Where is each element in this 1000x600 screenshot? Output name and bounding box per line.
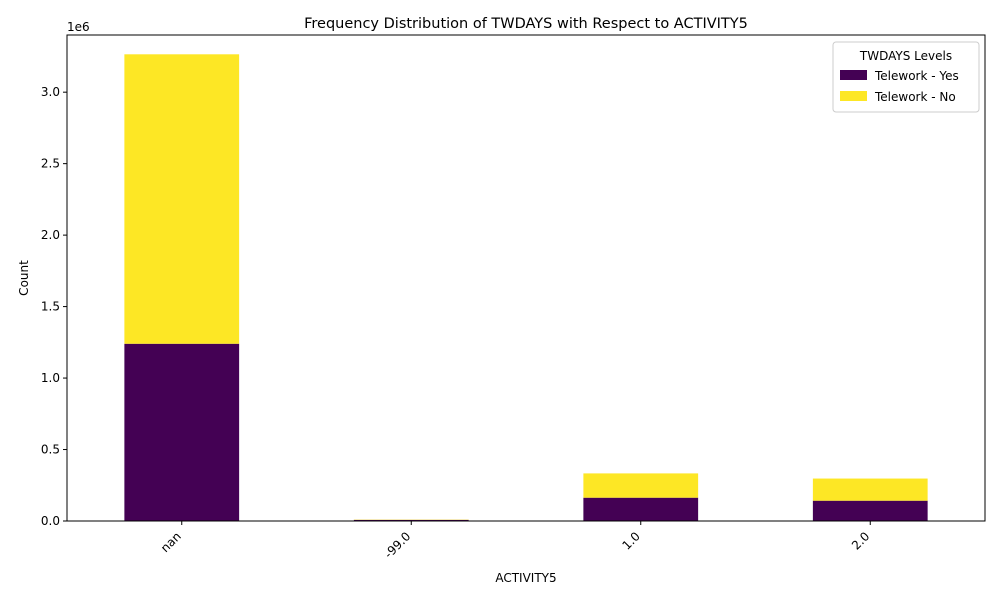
y-tick-label-3: 1.5 [41, 300, 60, 314]
legend-label-yes: Telework - Yes [874, 69, 959, 83]
y-tick-label-5: 2.5 [41, 157, 60, 171]
y-tick-label-2: 1.0 [41, 371, 60, 385]
y-offset-label: 1e6 [67, 20, 90, 34]
legend-swatch-yes [840, 70, 867, 80]
bar-yes-3 [812, 500, 928, 521]
legend: TWDAYS Levels Telework - Yes Telework - … [832, 41, 980, 113]
x-axis: nan -99.0 1.0 2.0 [158, 521, 872, 561]
x-tick-label-2: 1.0 [619, 529, 642, 552]
x-tick-label-0: nan [158, 529, 184, 555]
legend-swatch-no [840, 91, 867, 101]
legend-frame [832, 41, 980, 113]
x-tick-label-3: 2.0 [849, 529, 872, 552]
x-axis-label: ACTIVITY5 [495, 571, 556, 585]
bars [124, 54, 928, 521]
y-tick-label-1: 0.5 [41, 443, 60, 457]
y-axis-label: Count [17, 260, 31, 296]
bar-no-0 [124, 54, 240, 344]
legend-label-no: Telework - No [874, 90, 956, 104]
legend-title: TWDAYS Levels [859, 49, 952, 63]
y-tick-label-0: 0.0 [41, 514, 60, 528]
bar-no-3 [812, 478, 928, 501]
bar-no-2 [583, 473, 699, 498]
x-tick-label-1: -99.0 [382, 529, 414, 561]
bar-yes-2 [583, 497, 699, 521]
plot-frame [66, 34, 986, 522]
y-axis: 0.0 0.5 1.0 1.5 2.0 2.5 3.0 [41, 85, 67, 528]
y-tick-label-6: 3.0 [41, 85, 60, 99]
y-tick-label-4: 2.0 [41, 228, 60, 242]
chart-title: Frequency Distribution of TWDAYS with Re… [304, 16, 748, 32]
bar-yes-1 [353, 519, 469, 521]
bar-yes-0 [124, 343, 240, 521]
